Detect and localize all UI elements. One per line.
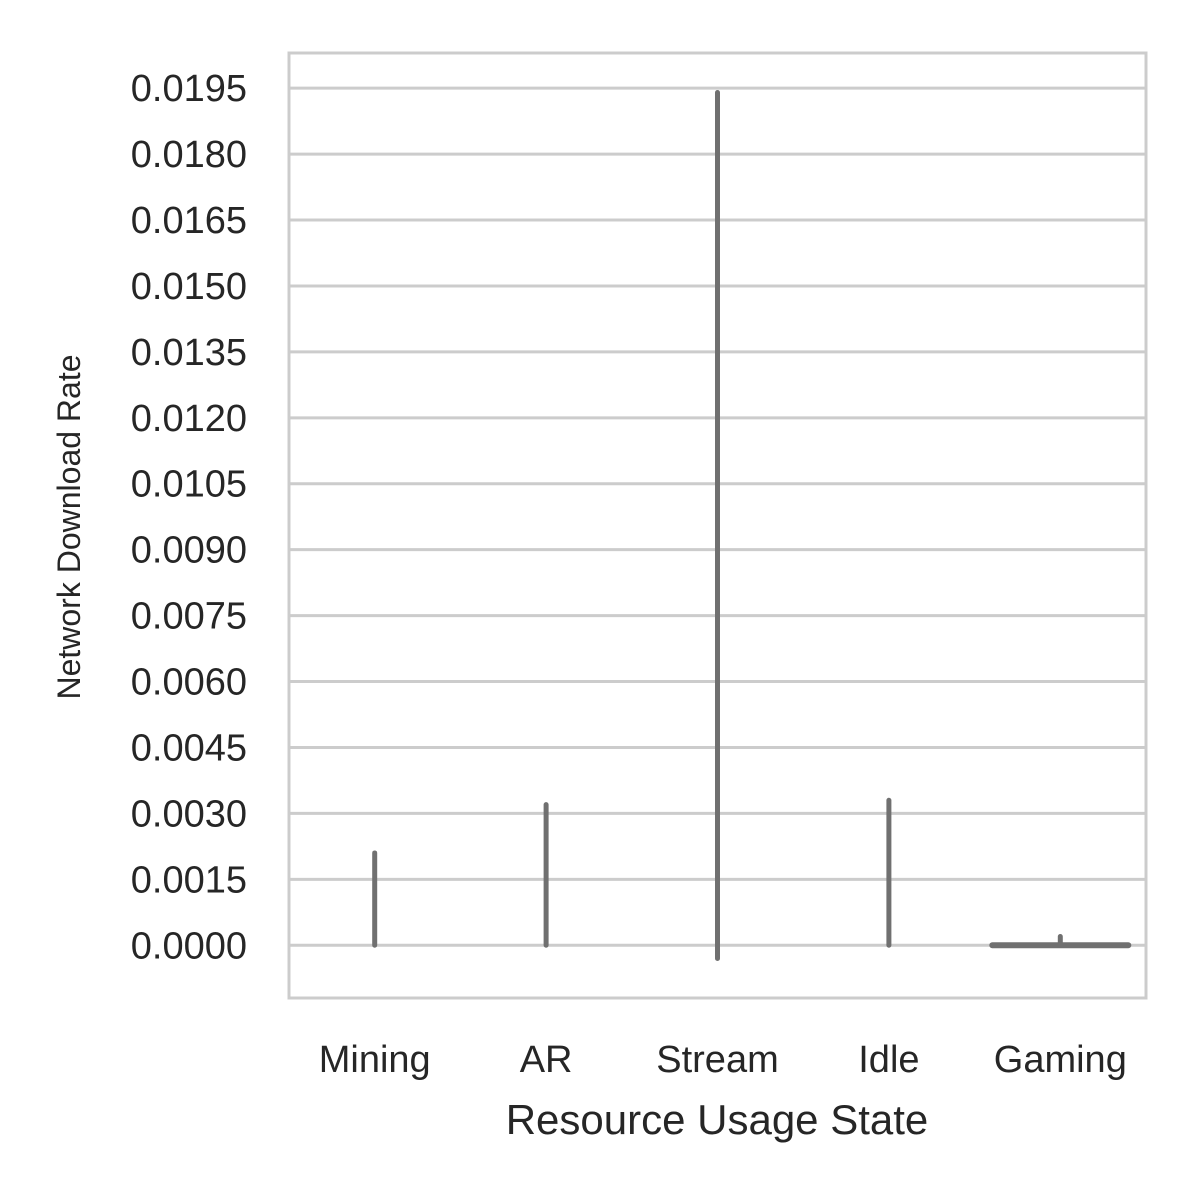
- y-tick-label: 0.0030: [131, 793, 247, 835]
- y-tick-label: 0.0000: [131, 925, 247, 967]
- x-axis-label: Resource Usage State: [506, 1096, 929, 1143]
- violin-marks: [372, 90, 1132, 961]
- y-tick-label: 0.0105: [131, 464, 247, 506]
- y-tick-label: 0.0195: [131, 68, 247, 110]
- y-tick-label: 0.0060: [131, 662, 247, 704]
- x-tick-label: Gaming: [994, 1039, 1127, 1081]
- y-tick-label: 0.0015: [131, 859, 247, 901]
- x-tick-label: Idle: [858, 1039, 919, 1081]
- y-tick-label: 0.0090: [131, 530, 247, 572]
- x-tick-label: Stream: [656, 1039, 778, 1081]
- x-tick-label: Mining: [319, 1039, 431, 1081]
- plot-area-frame: [287, 51, 1148, 1000]
- y-tick-label: 0.0120: [131, 398, 247, 440]
- y-tick-label: 0.0075: [131, 596, 247, 638]
- y-tick-label: 0.0165: [131, 200, 247, 242]
- y-axis-ticks: 0.0000 0.0015 0.0030 0.0045 0.0060 0.0075 0.00…: [131, 68, 247, 967]
- y-tick-label: 0.0180: [131, 134, 247, 176]
- x-axis-ticks: Mining AR Stream Idle Gaming: [319, 1039, 1127, 1081]
- y-tick-label: 0.0150: [131, 266, 247, 308]
- y-axis-label: Network Download Rate: [51, 354, 87, 699]
- y-tick-label: 0.0135: [131, 332, 247, 374]
- x-tick-label: AR: [520, 1039, 573, 1081]
- y-tick-label: 0.0045: [131, 727, 247, 769]
